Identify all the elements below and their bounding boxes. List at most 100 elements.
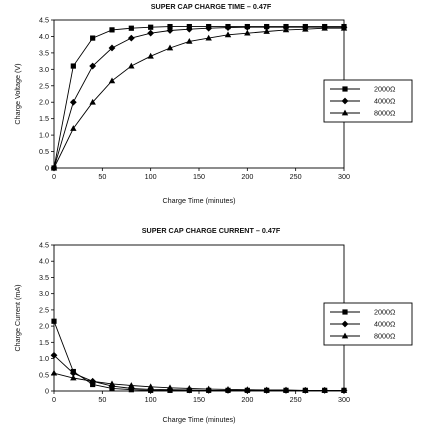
x-tick-label: 100 (145, 395, 157, 404)
data-point (128, 62, 135, 69)
y-tick-label: 0.5 (39, 370, 49, 379)
chart-1: SUPER CAP CHARGE TIME – 0.47F 0 50 100 150 20… (13, 2, 413, 205)
legend-marker (341, 320, 349, 328)
y-tick-label: 2.5 (39, 81, 49, 90)
data-point (147, 383, 154, 390)
data-point (340, 24, 348, 31)
data-point (186, 385, 193, 391)
x-tick-label: 300 (338, 172, 350, 181)
series-triangle (50, 24, 348, 171)
y-tick-label: 4.0 (39, 32, 49, 41)
data-point (205, 24, 213, 32)
series-diamond (50, 23, 348, 172)
y-tick-label: 4.5 (39, 241, 49, 250)
legend-label: 2000Ω (374, 308, 396, 317)
legend-label: 2000Ω (374, 85, 396, 94)
data-point (109, 27, 115, 33)
data-point (69, 369, 77, 377)
data-point (90, 35, 96, 41)
x-tick-label: 200 (241, 172, 253, 181)
series-line (53, 372, 344, 391)
data-point (167, 23, 173, 30)
data-point (128, 25, 134, 31)
data-point (89, 98, 96, 105)
y-tick-label: 3.5 (39, 273, 49, 282)
data-point (224, 31, 232, 38)
data-point (89, 62, 97, 70)
data-point (147, 29, 155, 37)
chart-2: SUPER CAP CHARGE CURRENT – 0.47F 0 50 100 15… (13, 226, 413, 424)
y-tick-label: 4.0 (39, 257, 49, 266)
data-point (302, 25, 309, 32)
data-point (108, 380, 116, 387)
legend-label: 4000Ω (374, 97, 396, 106)
y-tick-label: 1.0 (39, 131, 49, 140)
legend: 2000Ω 4000Ω 8000Ω (323, 302, 413, 346)
legend-marker (341, 332, 349, 339)
x-tick-label: 50 (98, 172, 106, 181)
series-square (51, 23, 347, 171)
data-point (186, 37, 193, 44)
series-line (53, 321, 344, 391)
legend-label: 4000Ω (374, 320, 396, 329)
data-point (224, 24, 232, 31)
x-tick-label: 150 (193, 395, 205, 404)
data-point (243, 23, 251, 31)
data-point (148, 24, 154, 30)
x-tick-label: 0 (52, 395, 56, 404)
y-tick-label: 0.5 (39, 147, 49, 156)
data-point (166, 27, 174, 34)
y-tick-label: 2.5 (39, 305, 49, 314)
series-line (53, 27, 344, 169)
series-triangle (50, 369, 348, 393)
chart-title: SUPER CAP CHARGE CURRENT – 0.47F (142, 226, 281, 235)
x-tick-label: 0 (52, 172, 56, 181)
y-tick-label: 3.5 (39, 48, 49, 57)
y-tick-label: 0 (45, 387, 49, 396)
data-point (244, 386, 251, 393)
data-point (263, 28, 270, 34)
y-axis-label: Charge Voltage (V) (13, 63, 22, 124)
data-point (321, 24, 328, 31)
x-tick-label: 50 (98, 395, 106, 404)
y-tick-label: 3.0 (39, 289, 49, 298)
data-point (108, 77, 116, 84)
data-point (70, 63, 76, 69)
x-axis-label: Charge Time (minutes) (162, 415, 235, 424)
data-point (205, 385, 212, 392)
x-axis-label: Charge Time (minutes) (162, 196, 235, 205)
data-point (224, 385, 232, 392)
y-tick-label: 2.0 (39, 98, 49, 107)
data-point (340, 386, 348, 393)
legend-marker (341, 109, 349, 116)
data-point (321, 386, 328, 393)
y-tick-label: 1.5 (39, 114, 49, 123)
y-tick-label: 0 (45, 164, 49, 173)
data-point (89, 377, 96, 384)
legend-marker (342, 309, 348, 315)
legend-box (323, 302, 413, 346)
x-tick-label: 250 (290, 172, 302, 181)
data-point (282, 386, 290, 393)
x-tick-label: 100 (145, 172, 157, 181)
data-point (127, 34, 135, 42)
data-point (147, 52, 154, 59)
data-point (282, 26, 290, 33)
data-point (263, 23, 271, 31)
legend-marker (342, 86, 348, 92)
data-point (70, 125, 77, 131)
data-point (50, 164, 58, 171)
data-point (205, 34, 212, 41)
y-tick-label: 1.5 (39, 338, 49, 347)
data-point (70, 374, 77, 381)
y-axis-label: Charge Current (mA) (13, 284, 22, 351)
data-point (128, 382, 135, 388)
legend: 2000Ω 4000Ω 8000Ω (323, 79, 413, 123)
data-point (185, 25, 193, 33)
data-point (166, 384, 174, 391)
data-point (50, 369, 58, 376)
x-tick-label: 200 (241, 395, 253, 404)
y-tick-label: 2.0 (39, 322, 49, 331)
data-point (50, 351, 58, 359)
